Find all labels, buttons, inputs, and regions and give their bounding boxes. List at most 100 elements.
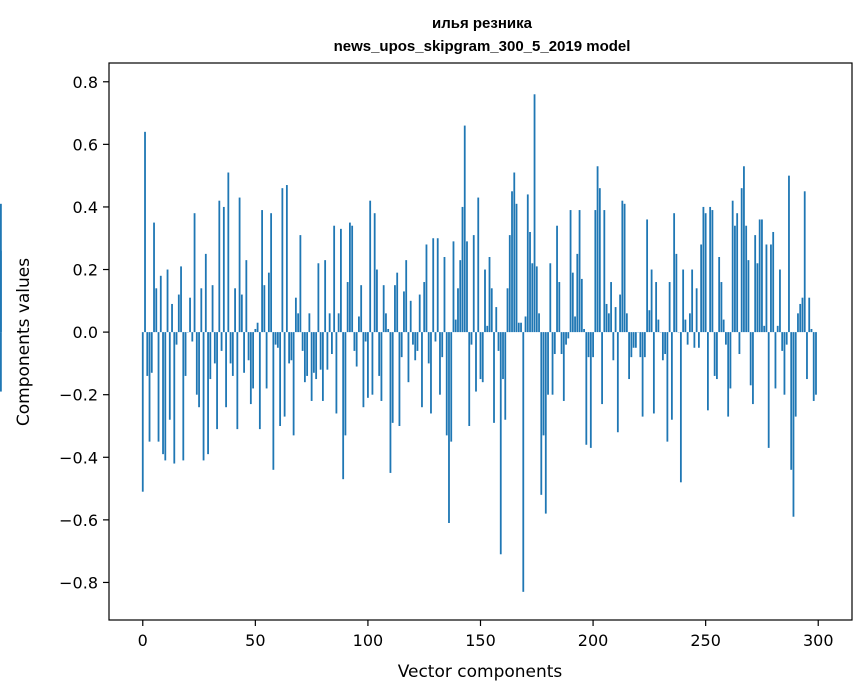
bar — [524, 316, 527, 333]
bar — [484, 269, 486, 333]
bar — [331, 332, 333, 355]
bar — [713, 332, 716, 376]
bar — [204, 253, 207, 333]
bar — [249, 332, 252, 405]
bar — [643, 332, 646, 358]
bar — [788, 175, 790, 333]
bar — [547, 332, 549, 395]
bar — [806, 332, 808, 380]
bar — [610, 282, 612, 333]
bar — [0, 332, 2, 392]
bar — [427, 332, 430, 364]
bar — [646, 219, 649, 333]
bar — [326, 332, 329, 370]
bar — [459, 260, 462, 333]
bar — [180, 266, 182, 333]
bar — [288, 332, 291, 364]
bar — [571, 272, 574, 333]
bar — [193, 213, 196, 333]
bar — [592, 332, 594, 358]
bars-group — [0, 94, 817, 592]
bar — [414, 332, 417, 361]
bar — [632, 332, 635, 348]
bar — [308, 313, 311, 333]
bar — [490, 288, 493, 333]
bar — [441, 332, 444, 358]
bar — [770, 244, 772, 333]
chart-title: илья резника — [432, 15, 533, 32]
y-tick-label: −0.6 — [59, 511, 98, 530]
bar — [801, 297, 804, 333]
bar — [265, 332, 268, 389]
bar — [290, 332, 293, 361]
bar — [243, 332, 245, 373]
bar — [385, 313, 387, 333]
bar — [270, 213, 273, 333]
y-tick-label: −0.8 — [59, 573, 98, 592]
y-tick-label: 0.2 — [73, 261, 98, 280]
bar — [605, 303, 608, 333]
bar — [333, 225, 336, 333]
bar — [450, 332, 453, 442]
bar — [725, 332, 727, 345]
bar — [394, 285, 396, 333]
bar — [790, 332, 793, 470]
bar — [711, 210, 714, 333]
bar — [752, 332, 754, 405]
bar — [628, 332, 630, 380]
bar — [380, 332, 383, 401]
bar — [574, 316, 576, 333]
bar — [716, 332, 718, 380]
bar — [285, 185, 288, 333]
bar — [675, 253, 678, 333]
bar — [461, 206, 464, 333]
bar — [382, 285, 385, 333]
bar — [765, 244, 768, 333]
bar — [614, 307, 617, 333]
bar — [587, 332, 590, 358]
bar — [565, 332, 567, 345]
bar — [340, 228, 342, 333]
bar — [731, 200, 734, 333]
bar — [358, 316, 360, 333]
bar — [405, 260, 408, 333]
bar — [371, 332, 374, 395]
bar — [236, 332, 239, 430]
bar — [376, 269, 378, 333]
bar — [695, 288, 698, 333]
bar — [272, 332, 275, 470]
bar — [321, 332, 324, 401]
x-axis-ticks: 0 50 100 150 200 250 300 — [138, 620, 834, 650]
bar — [641, 332, 644, 417]
y-axis-label: Components values — [14, 258, 34, 426]
bar — [297, 313, 300, 333]
bar — [349, 222, 351, 333]
bar — [144, 131, 146, 333]
bar — [686, 332, 689, 345]
bar — [387, 328, 390, 333]
bar — [229, 332, 232, 364]
bar — [668, 282, 671, 333]
bar — [218, 200, 221, 333]
bar — [159, 275, 162, 333]
bar — [589, 332, 592, 448]
y-tick-label: 0.4 — [73, 198, 98, 217]
bar — [693, 332, 696, 348]
bar — [531, 263, 534, 333]
bar — [738, 332, 741, 355]
y-tick-label: 0.0 — [73, 323, 98, 342]
bar — [619, 294, 621, 333]
bar — [256, 322, 259, 333]
bar — [513, 172, 516, 333]
bar — [175, 332, 178, 345]
bar — [403, 291, 405, 333]
bar — [200, 288, 203, 333]
bar — [432, 238, 435, 333]
bar — [448, 332, 450, 523]
bar — [378, 332, 381, 376]
bar — [506, 288, 509, 333]
bar — [794, 332, 797, 417]
bar — [155, 288, 158, 333]
bar — [734, 225, 736, 333]
bar — [220, 332, 223, 351]
